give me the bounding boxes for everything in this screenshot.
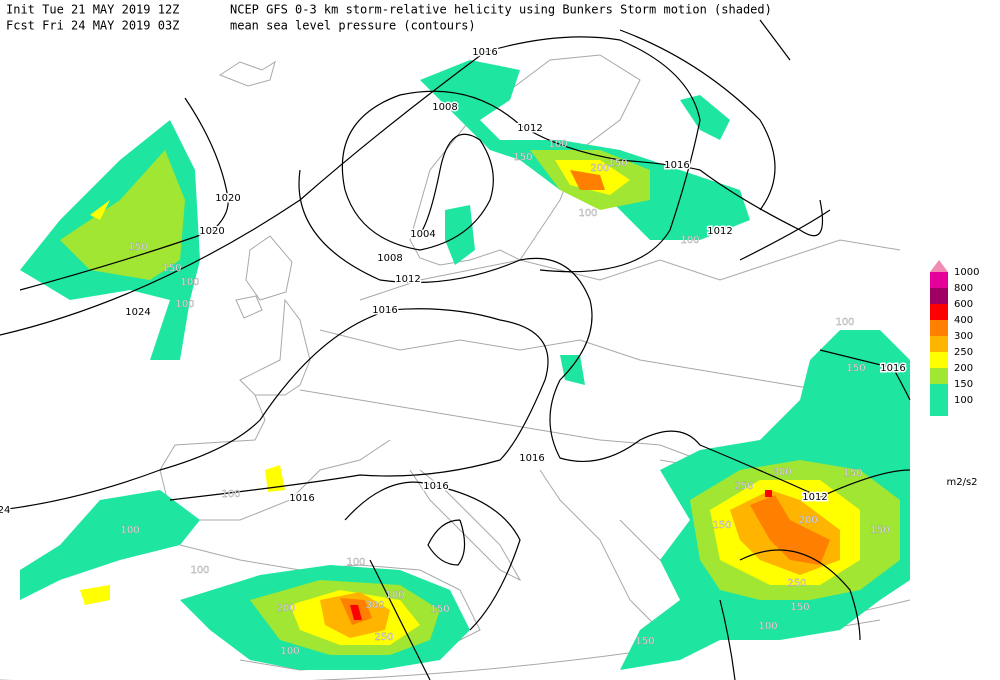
legend-swatch (930, 288, 948, 304)
legend-level: 600 (954, 299, 973, 310)
helicity-shading (20, 60, 910, 670)
shading-label: 200 (276, 603, 295, 614)
shading-label: 150 (430, 604, 449, 615)
contour-label: 1012 (707, 226, 732, 237)
shading-label: 150 (846, 363, 865, 374)
legend-level: 250 (954, 347, 973, 358)
shading-label: 100 (120, 525, 139, 536)
shading-label: 150 (608, 158, 627, 169)
helicity-area (80, 465, 285, 605)
shading-label: 200 (590, 163, 609, 174)
shading-label: 300 (772, 467, 791, 478)
shaded-field-label: NCEP GFS 0-3 km storm-relative helicity … (230, 3, 772, 17)
shading-label: 150 (870, 525, 889, 536)
shading-label: 100 (680, 235, 699, 246)
contour-label: 1012 (802, 492, 827, 503)
legend-swatch (930, 368, 948, 384)
shading-label: 150 (162, 263, 181, 274)
helicity-area (750, 495, 830, 565)
contour-label: 24 (0, 505, 10, 516)
contour-label: 1008 (377, 253, 402, 264)
helicity-area (445, 205, 585, 385)
shading-label: 100 (346, 557, 365, 568)
legend-swatch (930, 352, 948, 368)
contour-label: 1008 (432, 102, 457, 113)
helicity-area (680, 95, 730, 140)
legend-unit: m2/s2 (946, 477, 977, 488)
legend-level: 100 (954, 395, 973, 406)
contour-label: 1024 (125, 307, 150, 318)
legend-swatch (930, 320, 948, 336)
legend-arrow (930, 260, 948, 272)
legend-swatch (930, 304, 948, 320)
shading-label: 100 (758, 621, 777, 632)
contour-label: 1020 (215, 193, 240, 204)
shading-label: 100 (280, 646, 299, 657)
shading-label: 250 (374, 632, 393, 643)
contour-label: 1020 (199, 226, 224, 237)
contour-label: 1016 (664, 160, 689, 171)
contour-label: 1004 (410, 229, 435, 240)
helicity-area (90, 200, 110, 220)
helicity-area (570, 170, 605, 190)
shading-label: 100 (175, 299, 194, 310)
shading-label: 100 (385, 590, 404, 601)
shading-label: 100 (190, 565, 209, 576)
shading-label: 100 (835, 317, 854, 328)
contour-label: 1012 (395, 274, 420, 285)
helicity-area (350, 605, 362, 620)
shading-label: 150 (513, 152, 532, 163)
legend-level: 150 (954, 379, 973, 390)
legend-level: 400 (954, 315, 973, 326)
shading-label: 150 (843, 468, 862, 479)
legend: 1000 800 600 400 300 250 200 150 100 m2/s2 (930, 260, 979, 488)
contour-label: 1012 (517, 123, 542, 134)
contour-label: 1016 (472, 47, 497, 58)
legend-swatch (930, 336, 948, 352)
shading-label: 100 (578, 208, 597, 219)
contour-label: 1016 (372, 305, 397, 316)
contour-label: 1016 (519, 453, 544, 464)
shading-label: 100 (221, 489, 240, 500)
forecast-label: Fcst Fri 24 MAY 2019 03Z (6, 19, 179, 33)
legend-swatch (930, 400, 948, 416)
contour-field-label: mean sea level pressure (contours) (230, 19, 476, 33)
init-label: Init Tue 21 MAY 2019 12Z (6, 3, 179, 17)
shading-label: 150 (128, 242, 147, 253)
contour-label: 1016 (880, 363, 905, 374)
helicity-area (60, 150, 185, 280)
contour-label: 1016 (289, 493, 314, 504)
shading-label: 250 (787, 578, 806, 589)
helicity-area (20, 490, 200, 600)
legend-swatch (930, 384, 948, 400)
legend-level: 200 (954, 363, 973, 374)
shading-label: 150 (712, 520, 731, 531)
shading-label: 250 (734, 481, 753, 492)
shading-label: 100 (180, 277, 199, 288)
legend-level: 1000 (954, 267, 979, 278)
legend-swatch (930, 272, 948, 288)
shading-label: 100 (548, 139, 567, 150)
legend-level: 300 (954, 331, 973, 342)
contour-label: 1016 (423, 481, 448, 492)
shading-label: 150 (790, 602, 809, 613)
pressure-contours (0, 19, 911, 680)
shading-label: 150 (635, 636, 654, 647)
shading-label: 300 (365, 600, 384, 611)
helicity-area (765, 490, 772, 497)
map-labels: 1016 1008 1012 1016 1012 1020 1020 1024 1004 1008… (0, 46, 907, 658)
legend-level: 800 (954, 283, 973, 294)
shading-label: 200 (798, 515, 817, 526)
